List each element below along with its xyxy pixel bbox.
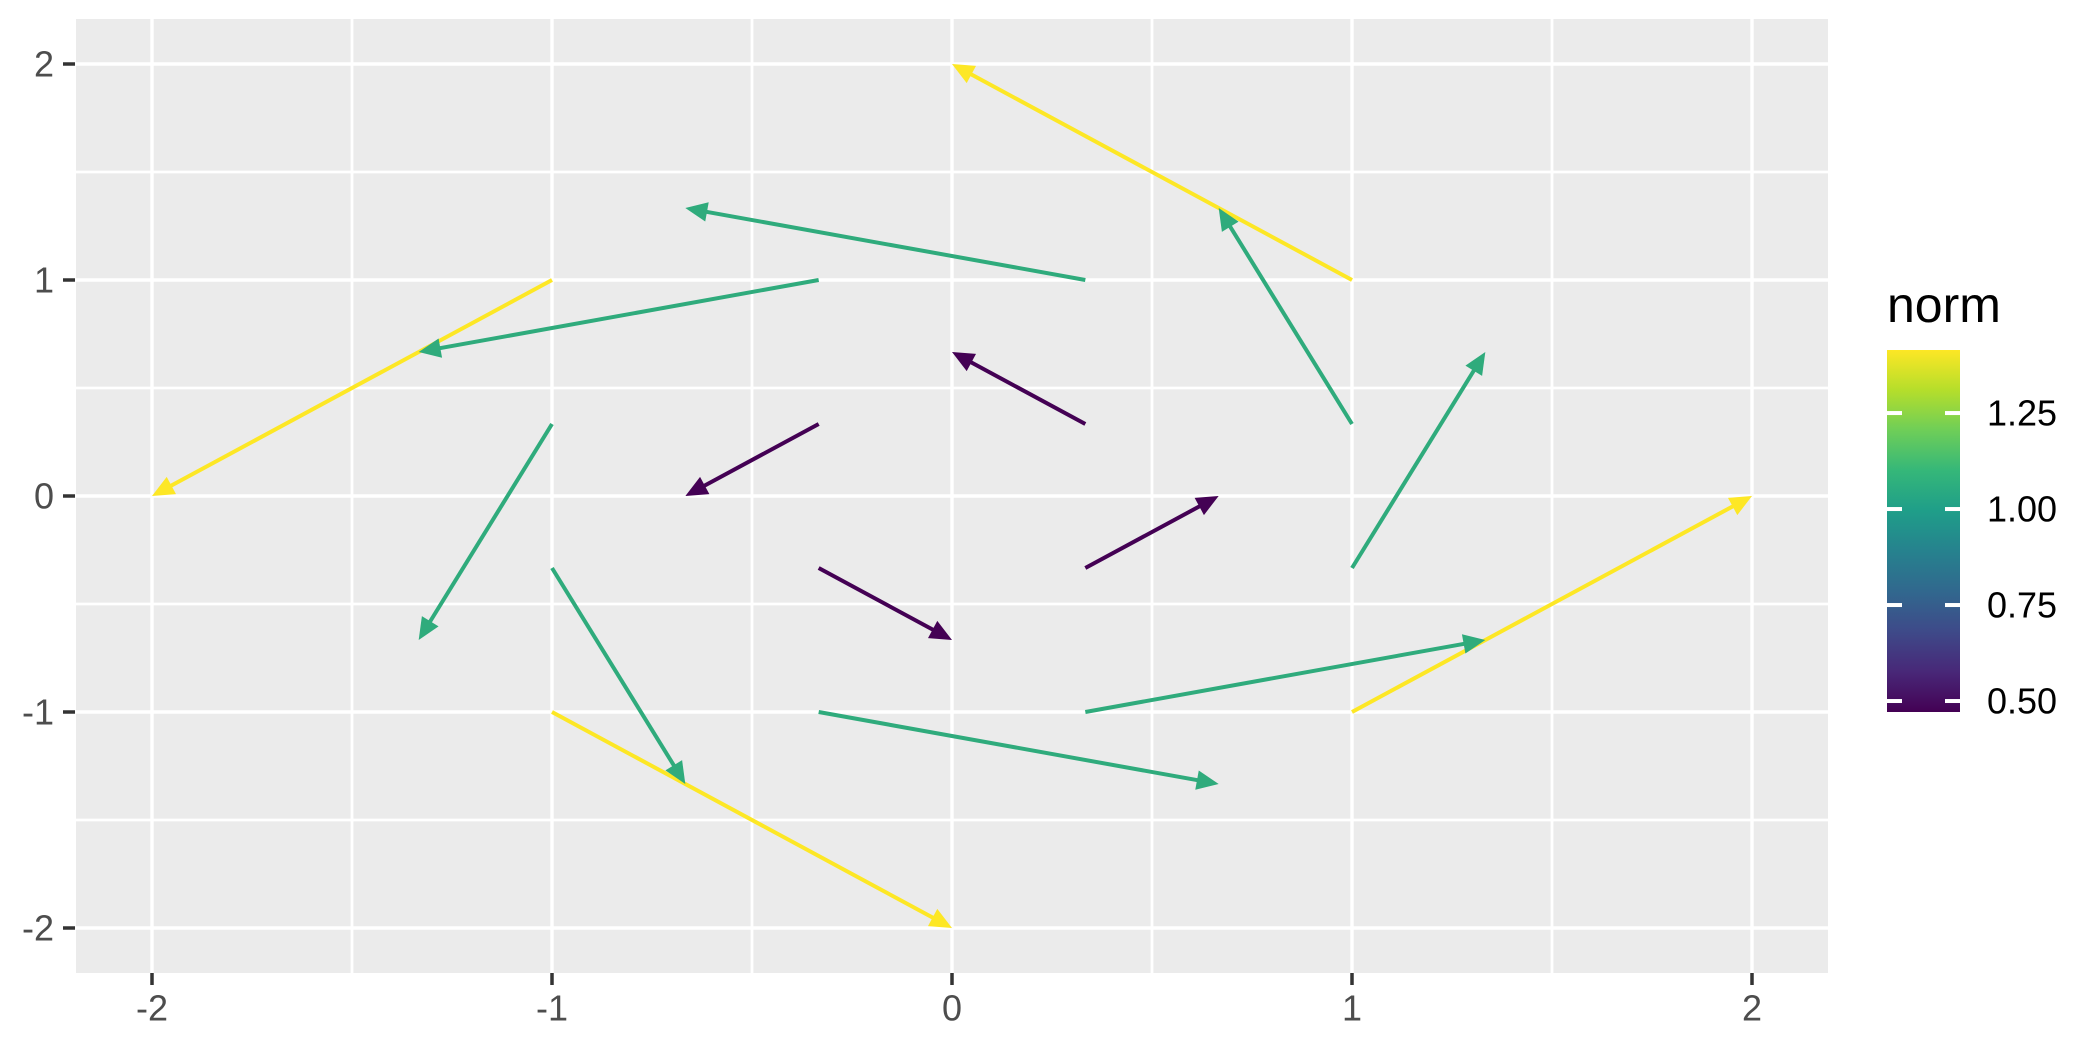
arrow-shaft bbox=[818, 710, 1200, 783]
arrow bbox=[818, 710, 1219, 790]
arrow bbox=[418, 278, 820, 358]
arrow-shaft bbox=[968, 71, 1353, 282]
arrow-shaft bbox=[168, 278, 553, 489]
y-axis-tick-label: -1 bbox=[22, 692, 54, 733]
arrow-shaft bbox=[438, 278, 820, 351]
arrow bbox=[952, 64, 1353, 282]
arrow bbox=[1084, 496, 1219, 570]
arrow-head bbox=[685, 202, 709, 222]
arrow-head bbox=[1195, 770, 1219, 790]
arrow bbox=[1218, 208, 1354, 426]
legend: 0.50 0.75 1.00 1.25 bbox=[1887, 350, 2057, 722]
arrow-shaft bbox=[702, 422, 820, 489]
arrow-shaft bbox=[1227, 223, 1354, 426]
arrow-shaft bbox=[1084, 503, 1202, 570]
arrow-head bbox=[1465, 351, 1486, 376]
y-axis-tick-label: 0 bbox=[34, 476, 54, 517]
arrow-shaft bbox=[1350, 367, 1477, 570]
y-axis-tick-label: -2 bbox=[22, 908, 54, 949]
arrow-shaft bbox=[1351, 503, 1736, 714]
arrow-head bbox=[1461, 634, 1486, 654]
arrow-head bbox=[685, 476, 710, 496]
arrow-shaft bbox=[551, 710, 936, 921]
arrow bbox=[550, 566, 686, 784]
axes: -2 -1 0 1 2 2 1 0 -1 -2 bbox=[22, 44, 1762, 1029]
x-axis-tick-label: -1 bbox=[536, 988, 568, 1029]
arrow-shaft bbox=[427, 422, 554, 625]
arrow bbox=[952, 352, 1087, 426]
x-axis-tick-label: -2 bbox=[136, 988, 168, 1029]
legend-tick-label: 1.25 bbox=[1987, 393, 2057, 434]
y-axis-tick-label: 1 bbox=[34, 260, 54, 301]
x-axis-tick-label: 1 bbox=[1342, 988, 1362, 1029]
arrow bbox=[1351, 496, 1752, 714]
arrow bbox=[817, 566, 952, 640]
legend-tick-label: 1.00 bbox=[1987, 489, 2057, 530]
arrow bbox=[1350, 351, 1486, 570]
arrow-head bbox=[152, 476, 177, 496]
arrow bbox=[418, 422, 554, 641]
arrow bbox=[551, 710, 952, 928]
arrow-head bbox=[952, 64, 977, 84]
x-axis-tick-label: 2 bbox=[1742, 988, 1762, 1029]
arrow-head bbox=[1218, 208, 1239, 232]
arrow-shaft bbox=[1084, 641, 1466, 714]
arrow-head bbox=[418, 616, 439, 641]
arrow-head bbox=[1194, 496, 1219, 516]
arrows bbox=[152, 64, 1752, 928]
arrow-shaft bbox=[817, 566, 936, 633]
arrow bbox=[1084, 634, 1486, 714]
arrow-shaft bbox=[968, 359, 1087, 426]
arrow-head bbox=[927, 620, 952, 640]
arrow bbox=[685, 202, 1086, 282]
arrow-head bbox=[418, 338, 443, 358]
plot-content: -2 -1 0 1 2 2 1 0 -1 -2 0.50 0.75 1.00 1.25 bbox=[22, 19, 2057, 1029]
arrow bbox=[152, 278, 553, 496]
arrow-shaft bbox=[704, 209, 1086, 282]
arrow-head bbox=[1727, 496, 1752, 516]
arrow-head bbox=[665, 760, 686, 784]
legend-tick-label: 0.50 bbox=[1987, 681, 2057, 722]
arrow-head bbox=[927, 908, 952, 928]
y-axis-tick-label: 2 bbox=[34, 44, 54, 85]
legend-tick-label: 0.75 bbox=[1987, 585, 2057, 626]
arrow-shaft bbox=[550, 566, 677, 769]
legend-colorbar bbox=[1887, 350, 1960, 712]
legend-title: norm bbox=[1887, 277, 2001, 333]
arrow bbox=[685, 422, 820, 496]
x-axis-tick-label: 0 bbox=[942, 988, 962, 1029]
arrow-head bbox=[952, 352, 977, 372]
